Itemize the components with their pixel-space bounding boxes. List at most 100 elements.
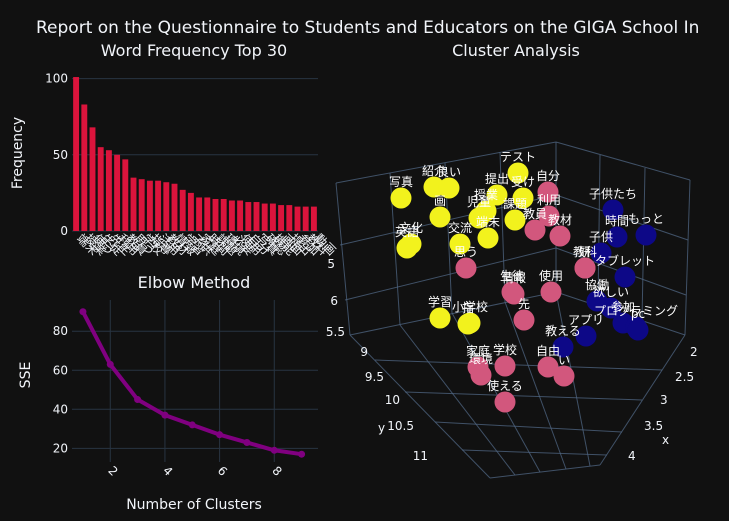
cluster-point (507, 162, 529, 184)
cluster-point (537, 181, 559, 203)
elbow-x-tick-label: 8 (269, 464, 284, 479)
cluster-z-tick-label: 5.5 (326, 325, 345, 339)
bar-mark (163, 182, 170, 231)
cluster-x-tick-label: 2.5 (675, 370, 694, 384)
bar-mark (302, 206, 309, 231)
cluster-point (513, 309, 535, 331)
cluster-point-label: 学習 (428, 294, 452, 309)
cluster-point-label: アプリ (568, 313, 604, 327)
elbow-method-chart: Elbow Method SSE Number of Clusters 20 40… (18, 273, 318, 513)
bar-mark (269, 203, 276, 231)
cluster-point (590, 242, 612, 264)
cluster-point (635, 224, 657, 246)
cluster-y-tick-label: 10 (385, 393, 400, 407)
cluster-y-axis-label: y (378, 421, 385, 435)
bar-mark (237, 200, 244, 231)
cluster-point (486, 184, 508, 206)
bar-y-tick-label: 0 (60, 224, 68, 238)
bar-mark (155, 180, 162, 231)
cluster-point (390, 187, 412, 209)
cluster-point (600, 297, 622, 319)
cluster-point (627, 319, 649, 341)
elbow-point (106, 360, 114, 368)
cluster-point (457, 313, 479, 335)
cluster-point (524, 219, 546, 241)
elbow-point (79, 308, 87, 316)
figure-title: Report on the Questionnaire to Students … (36, 18, 699, 38)
cluster-point-label: 課題 (503, 196, 527, 211)
cluster-point-label: 端末 (476, 215, 500, 229)
cluster-point (606, 226, 628, 248)
cluster-point-label: 良い (437, 164, 461, 179)
bar-mark (310, 206, 317, 231)
cluster-point-label: 思う (454, 245, 478, 259)
bar-mark (261, 203, 268, 231)
cluster-point-label: 欲しい (593, 285, 629, 299)
bar-mark (278, 205, 285, 231)
bar-mark (81, 104, 88, 231)
cluster-y-tick-label: 11 (413, 449, 428, 463)
bar-mark (114, 154, 121, 231)
cluster-point (503, 283, 525, 305)
cluster-point-label: もっと (628, 212, 664, 226)
cluster-point (574, 257, 596, 279)
cluster-point-label: 写真 (389, 175, 413, 189)
elbow-y-tick-label: 20 (53, 441, 68, 455)
elbow-point (298, 450, 306, 458)
cluster-z-tick-label: 5 (327, 257, 335, 271)
bar-mark (187, 192, 194, 231)
elbow-x-tick-label: 6 (215, 464, 230, 479)
cluster-point (429, 307, 451, 329)
cluster-point-label: 使用 (539, 268, 563, 283)
cluster-point-label: 教材 (548, 212, 572, 227)
cluster-point (512, 187, 534, 209)
bar-mark (146, 180, 153, 231)
cluster-point-label: 児童 (467, 194, 491, 209)
cluster-point-label: 自分 (536, 169, 560, 183)
cluster-point-label: 家庭 (466, 343, 490, 358)
cluster-z-tick-label: 6 (330, 294, 338, 308)
elbow-x-tick-label: 4 (160, 464, 175, 479)
bar-mark (171, 183, 178, 231)
cluster-point (449, 233, 471, 255)
cluster-y-tick-label: 10.5 (387, 419, 414, 433)
cluster-point-label: 学校 (493, 342, 517, 357)
bar-mark (294, 206, 301, 231)
elbow-point (270, 446, 278, 454)
elbow-y-tick-label: 40 (53, 402, 68, 416)
cluster-point (494, 355, 516, 377)
cluster-point-label: 紹介 (422, 164, 446, 178)
cluster-x-tick-label: 3 (660, 393, 668, 407)
cluster-y-tick-label: 9 (360, 345, 368, 359)
cluster-point (540, 281, 562, 303)
bar-y-axis-label: Frequency (10, 117, 26, 189)
cluster-point (602, 199, 624, 221)
bar-mark (122, 159, 129, 231)
cluster-point-label: 参加 (611, 299, 635, 314)
bar-y-tick-label: 50 (53, 148, 68, 162)
cluster-point (423, 176, 445, 198)
cluster-point-label: テスト (500, 150, 536, 164)
bar-mark (212, 198, 219, 231)
cluster-point (477, 227, 499, 249)
elbow-y-tick-label: 80 (53, 324, 68, 338)
cluster-point-label: 子供 (589, 230, 613, 244)
cluster-point-label: 生徒 (500, 269, 524, 283)
cluster-x-tick-label: 3.5 (644, 419, 663, 433)
bar-mark (97, 147, 104, 231)
cluster-point-label: pc (631, 307, 645, 321)
cluster-chart-title: Cluster Analysis (452, 41, 580, 60)
bar-mark (89, 127, 96, 231)
cluster-point-label: 教える (545, 323, 581, 338)
bar-mark (286, 205, 293, 231)
cluster-point-label: タブレット (595, 253, 655, 268)
cluster-point-label: 時間 (605, 214, 629, 228)
bar-mark (253, 202, 260, 231)
cluster-point-label: 研 (579, 245, 591, 259)
cluster-point (537, 356, 559, 378)
bar-chart-title: Word Frequency Top 30 (101, 41, 287, 60)
cluster-point (438, 177, 460, 199)
bar-mark (220, 198, 227, 231)
elbow-point (188, 421, 196, 429)
